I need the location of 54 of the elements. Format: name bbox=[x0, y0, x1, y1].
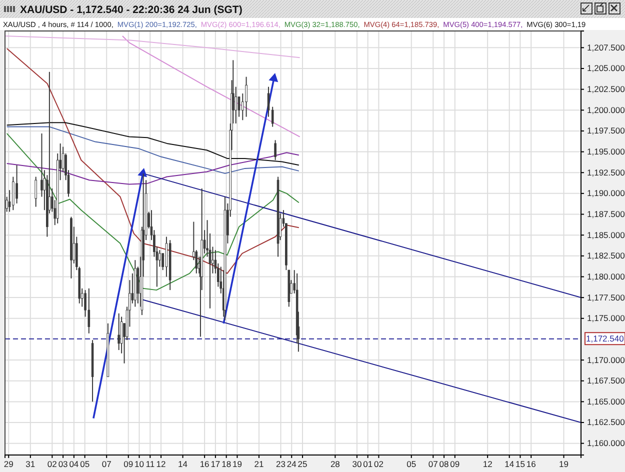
y-tick-label: 1,185.000 bbox=[587, 230, 625, 240]
x-tick-label: 11 bbox=[146, 459, 155, 470]
x-tick-label: 31 bbox=[26, 459, 36, 470]
y-tick-label: 1,192.500 bbox=[587, 167, 625, 178]
x-tick-label: 19 bbox=[232, 459, 242, 470]
x-tick-label: 02 bbox=[47, 459, 58, 470]
x-tick-label: 18 bbox=[222, 459, 232, 470]
x-tick-label: 12 bbox=[156, 459, 166, 470]
x-tick-label: 09 bbox=[124, 459, 134, 470]
x-tick-label: 05 bbox=[406, 459, 416, 470]
y-tick-label: 1,170.000 bbox=[587, 354, 625, 365]
x-tick-label: 25 bbox=[298, 459, 308, 470]
x-tick-label: 21 bbox=[254, 459, 264, 470]
y-tick-label: 1,205.000 bbox=[587, 63, 625, 74]
y-tick-label: 1,187.500 bbox=[587, 208, 625, 219]
x-tick-label: 17 bbox=[210, 459, 220, 470]
y-tick-label: 1,182.500 bbox=[587, 250, 625, 261]
y-tick-label: 1,177.500 bbox=[587, 292, 625, 302]
y-tick-label: 1,162.500 bbox=[587, 417, 625, 428]
x-tick-label: 28 bbox=[330, 459, 340, 470]
y-tick-label: 1,200.000 bbox=[587, 104, 625, 115]
x-tick-label: 15 bbox=[515, 459, 526, 470]
chart-title: XAU/USD - 1,172.540 - 22:20:36 24 Jun (SGT) bbox=[20, 4, 242, 16]
y-tick-label: 1,160.000 bbox=[587, 438, 625, 448]
y-tick-label: 1,202.500 bbox=[587, 84, 625, 94]
x-tick-label: 24 bbox=[286, 459, 297, 470]
y-tick-label: 1,207.500 bbox=[587, 42, 625, 52]
y-tick-label: 1,180.000 bbox=[587, 271, 625, 282]
x-tick-label: 14 bbox=[178, 459, 188, 470]
x-tick-label: 12 bbox=[482, 459, 493, 470]
x-tick-label: 04 bbox=[69, 459, 79, 470]
x-tick-label: 07 bbox=[102, 459, 112, 470]
x-tick-label: 08 bbox=[439, 459, 450, 470]
y-tick-label: 1,197.500 bbox=[587, 126, 625, 136]
x-tick-label: 02 bbox=[374, 459, 384, 470]
y-tick-label: 1,165.000 bbox=[587, 396, 625, 406]
x-tick-label: 03 bbox=[58, 459, 68, 470]
x-tick-label: 19 bbox=[559, 459, 569, 470]
x-tick-label: 29 bbox=[4, 459, 14, 470]
y-tick-label: 1,167.500 bbox=[587, 376, 625, 386]
ref-line-label: 1,172.540 bbox=[586, 334, 624, 344]
x-tick-label: 30 bbox=[352, 459, 362, 470]
y-tick-label: 1,175.000 bbox=[587, 313, 625, 324]
y-tick-label: 1,190.000 bbox=[587, 188, 625, 198]
y-tick-label: 1,195.000 bbox=[587, 146, 625, 157]
x-tick-label: 10 bbox=[134, 459, 144, 470]
x-tick-label: 09 bbox=[450, 459, 460, 470]
x-tick-label: 05 bbox=[80, 459, 90, 470]
x-tick-label: 07 bbox=[428, 459, 438, 470]
x-tick-label: 01 bbox=[363, 459, 373, 470]
x-tick-label: 16 bbox=[526, 459, 536, 470]
x-tick-label: 14 bbox=[504, 459, 514, 470]
x-tick-label: 16 bbox=[200, 459, 210, 470]
x-tick-label: 23 bbox=[276, 459, 286, 470]
